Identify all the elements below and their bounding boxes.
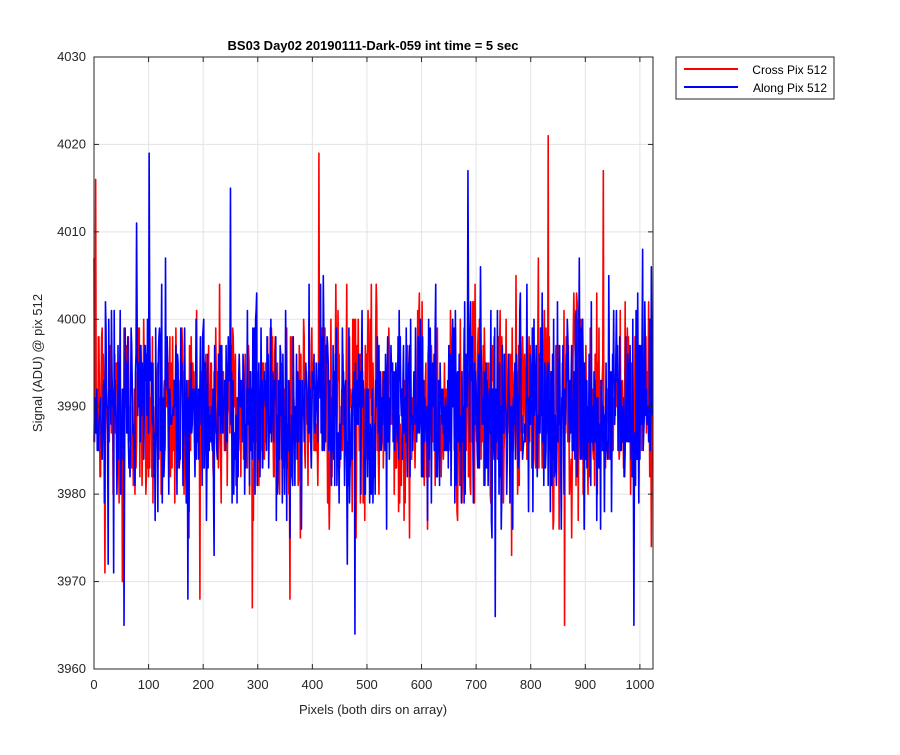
legend: Cross Pix 512 Along Pix 512 bbox=[675, 56, 835, 100]
y-tick-label: 4010 bbox=[57, 224, 86, 239]
x-tick-label: 200 bbox=[192, 677, 214, 692]
series-line-along bbox=[93, 152, 654, 635]
legend-box bbox=[675, 56, 835, 100]
x-tick-label: 500 bbox=[356, 677, 378, 692]
x-tick-label: 300 bbox=[247, 677, 269, 692]
x-tick-label: 600 bbox=[411, 677, 433, 692]
y-tick-label: 3980 bbox=[57, 486, 86, 501]
y-axis-label: Signal (ADU) @ pix 512 bbox=[30, 294, 45, 432]
x-axis-label: Pixels (both dirs on array) bbox=[299, 702, 447, 717]
y-tick-label: 3990 bbox=[57, 399, 86, 414]
x-tick-label: 0 bbox=[90, 677, 97, 692]
legend-label-along: Along Pix 512 bbox=[753, 81, 827, 95]
x-tick-label: 700 bbox=[465, 677, 487, 692]
series-group bbox=[93, 134, 654, 635]
x-tick-label: 800 bbox=[520, 677, 542, 692]
x-tick-label: 100 bbox=[138, 677, 160, 692]
y-tick-label: 4030 bbox=[57, 49, 86, 64]
legend-label-cross: Cross Pix 512 bbox=[752, 63, 827, 77]
x-tick-label: 1000 bbox=[625, 677, 654, 692]
y-tick-label: 4020 bbox=[57, 136, 86, 151]
y-tick-label: 3970 bbox=[57, 574, 86, 589]
chart-title: BS03 Day02 20190111-Dark-059 int time = … bbox=[228, 38, 519, 53]
y-tick-label: 4000 bbox=[57, 311, 86, 326]
axis-ticks: 0 100 200 300 400 500 600 700 800 900 1000 3960 3970… bbox=[57, 49, 654, 692]
x-tick-label: 400 bbox=[302, 677, 324, 692]
x-tick-label: 900 bbox=[574, 677, 596, 692]
plot-frame bbox=[93, 56, 654, 670]
y-tick-label: 3960 bbox=[57, 661, 86, 676]
